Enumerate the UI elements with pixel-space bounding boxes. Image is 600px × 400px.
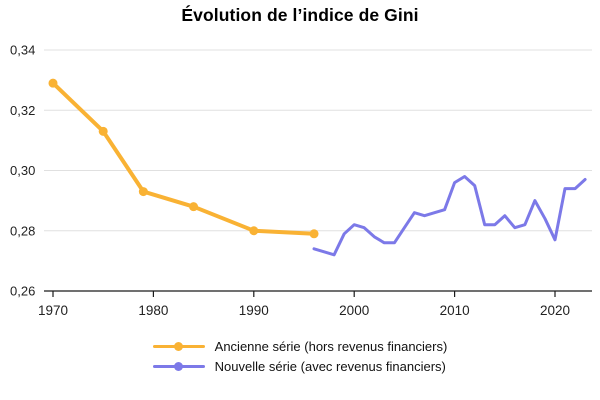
data-point-marker — [98, 126, 108, 136]
y-axis-tick-label: 0,34 — [10, 43, 35, 58]
data-point-marker — [189, 202, 199, 212]
y-axis-tick-label: 0,26 — [10, 284, 35, 299]
data-point-marker — [48, 78, 58, 88]
x-axis-tick-label: 2020 — [540, 303, 570, 318]
x-axis-tick-label: 1970 — [38, 303, 68, 318]
legend-label-ancienne-serie: Ancienne série (hors revenus financiers) — [214, 339, 448, 354]
y-axis-tick-label: 0,30 — [10, 163, 35, 178]
orange-line-swatch-icon — [152, 341, 205, 352]
x-axis-tick-label: 2000 — [339, 303, 369, 318]
series-line-nouvelle — [312, 175, 587, 257]
purple-line-swatch-icon — [152, 361, 205, 372]
legend-item-nouvelle-serie: Nouvelle série (avec revenus financiers) — [152, 359, 446, 374]
legend: Ancienne série (hors revenus financiers)… — [0, 339, 600, 374]
y-axis-tick-label: 0,32 — [10, 103, 35, 118]
x-axis-tick-label: 1980 — [138, 303, 168, 318]
data-point-marker — [309, 229, 319, 239]
chart-title: Évolution de l’indice de Gini — [181, 5, 419, 25]
legend-inner: Ancienne série (hors revenus financiers)… — [152, 339, 448, 374]
y-axis-tick-label: 0,28 — [10, 223, 35, 238]
legend-item-ancienne-serie: Ancienne série (hors revenus financiers) — [152, 339, 448, 354]
legend-label-nouvelle-serie: Nouvelle série (avec revenus financiers) — [214, 359, 446, 374]
x-axis-tick-label: 1990 — [239, 303, 269, 318]
data-point-marker — [249, 226, 259, 236]
data-point-marker — [138, 187, 148, 197]
x-axis-tick-label: 2010 — [440, 303, 470, 318]
series-line-ancienne — [51, 81, 316, 236]
